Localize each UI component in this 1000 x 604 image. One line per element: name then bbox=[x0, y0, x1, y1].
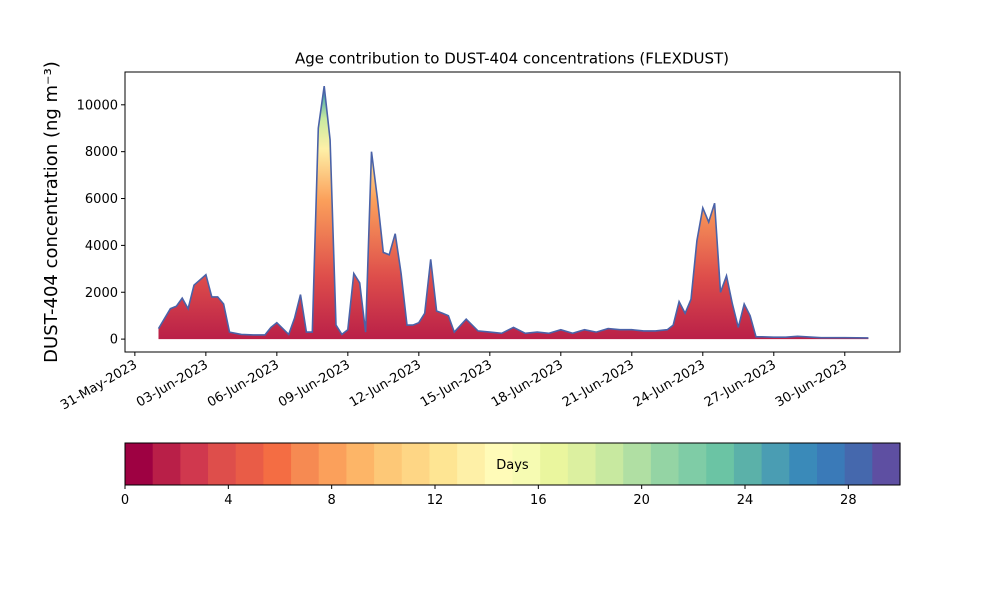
colorbar-segment bbox=[623, 443, 652, 485]
colorbar-tick-label: 0 bbox=[121, 493, 129, 508]
colorbar-segment bbox=[291, 443, 320, 485]
colorbar-segment bbox=[872, 443, 901, 485]
colorbar-segment bbox=[789, 443, 818, 485]
chart-title: Age contribution to DUST-404 concentrati… bbox=[295, 50, 729, 68]
colorbar-segment bbox=[733, 443, 763, 485]
colorbar-tick-label: 12 bbox=[427, 493, 444, 508]
colorbar-segment bbox=[512, 443, 541, 485]
y-tick-label: 8000 bbox=[85, 145, 118, 160]
plot-frame bbox=[124, 71, 901, 353]
colorbar-segment bbox=[567, 443, 597, 485]
colorbar-tick-label: 20 bbox=[633, 493, 650, 508]
colorbar-segment bbox=[401, 443, 431, 485]
x-tick-label: 12-Jun-2023 bbox=[347, 357, 424, 410]
x-tick-label: 31-May-2023 bbox=[58, 357, 140, 413]
x-tick-label: 03-Jun-2023 bbox=[134, 357, 211, 410]
colorbar-segment bbox=[152, 443, 181, 485]
y-tick-label: 2000 bbox=[85, 286, 118, 301]
colorbar-segment bbox=[650, 443, 680, 485]
colorbar-segment bbox=[235, 443, 264, 485]
colorbar-frame bbox=[124, 442, 901, 486]
colorbar-segment bbox=[678, 443, 707, 485]
colorbar-segment bbox=[540, 443, 569, 485]
colorbar-segment bbox=[706, 443, 735, 485]
x-tick-label: 27-Jun-2023 bbox=[702, 357, 779, 410]
x-tick-label: 21-Jun-2023 bbox=[560, 357, 637, 410]
colorbar-segment bbox=[761, 443, 790, 485]
x-tick-label: 24-Jun-2023 bbox=[631, 357, 708, 410]
y-axis-label: DUST-404 concentration (ng m⁻³) bbox=[41, 61, 62, 363]
colorbar-segment bbox=[457, 443, 486, 485]
total-concentration-line bbox=[157, 85, 869, 339]
colorbar-tick-label: 8 bbox=[328, 493, 336, 508]
colorbar-segment bbox=[346, 443, 375, 485]
y-tick-label: 0 bbox=[110, 333, 118, 348]
colorbar-segment bbox=[208, 443, 237, 485]
x-tick-label: 06-Jun-2023 bbox=[205, 357, 282, 410]
colorbar-segment bbox=[484, 443, 514, 485]
colorbar-segment bbox=[374, 443, 403, 485]
y-tick-label: 10000 bbox=[77, 98, 118, 113]
x-tick-label: 18-Jun-2023 bbox=[489, 357, 566, 410]
x-tick-label: 09-Jun-2023 bbox=[276, 357, 353, 410]
x-tick-label: 30-Jun-2023 bbox=[773, 357, 850, 410]
colorbar-tick-label: 24 bbox=[737, 493, 754, 508]
colorbar-segment bbox=[816, 443, 846, 485]
colorbar-label: Days bbox=[496, 458, 529, 473]
stacked-age-area bbox=[158, 86, 869, 340]
colorbar-segment bbox=[429, 443, 458, 485]
colorbar-segment bbox=[263, 443, 292, 485]
colorbar-tick-label: 16 bbox=[530, 493, 547, 508]
colorbar-segment bbox=[844, 443, 873, 485]
y-tick-label: 6000 bbox=[85, 192, 118, 207]
y-tick-label: 4000 bbox=[85, 239, 118, 254]
colorbar-segment bbox=[180, 443, 209, 485]
colorbar-segment bbox=[595, 443, 624, 485]
x-tick-label: 15-Jun-2023 bbox=[418, 357, 495, 410]
colorbar-tick-label: 4 bbox=[224, 493, 232, 508]
colorbar-tick-label: 28 bbox=[840, 493, 857, 508]
colorbar-segment bbox=[125, 443, 154, 485]
colorbar-segment bbox=[318, 443, 348, 485]
